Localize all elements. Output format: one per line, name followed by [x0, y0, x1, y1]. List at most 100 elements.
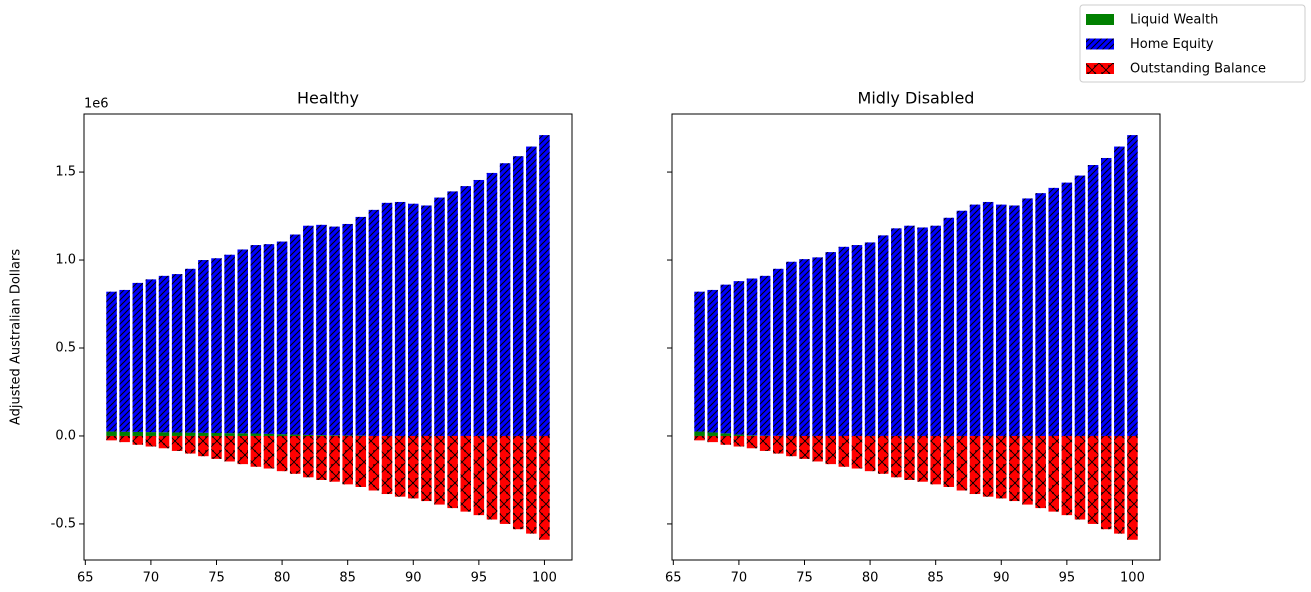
bar-hatch [1009, 435, 1020, 502]
bar-hatch [943, 435, 955, 487]
bar-hatch [799, 435, 810, 459]
bar-hatch [773, 268, 784, 436]
bar-hatch [145, 279, 157, 433]
x-tick-label: 100 [1120, 571, 1145, 586]
bar [720, 433, 732, 436]
bar-hatch [408, 435, 419, 499]
y-axis-label: Adjusted Australian Dollars [9, 249, 24, 425]
bar-hatch [1114, 146, 1125, 436]
bar-hatch [1009, 205, 1020, 436]
bar-hatch [355, 435, 367, 487]
bars [694, 135, 1138, 540]
bar-hatch [825, 435, 836, 465]
bar-hatch [1048, 187, 1059, 436]
bar-hatch [539, 435, 550, 540]
bar-hatch [237, 435, 248, 465]
bar-hatch [759, 435, 771, 451]
bar-hatch [733, 281, 745, 435]
bar-hatch [539, 135, 550, 436]
bar-hatch [381, 435, 393, 495]
bar-hatch [421, 435, 432, 502]
legend-swatch [1086, 14, 1114, 25]
bar-hatch [917, 227, 928, 436]
bar-hatch [394, 435, 406, 497]
bar-hatch [289, 234, 301, 435]
bar-hatch [996, 435, 1007, 499]
legend-label: Home Equity [1130, 37, 1214, 52]
bar [733, 434, 745, 436]
bar-hatch [276, 241, 288, 435]
bar-hatch [812, 435, 823, 462]
bar-hatch [224, 254, 235, 434]
bar-hatch [329, 226, 340, 436]
bar-hatch [119, 435, 130, 443]
bar-hatch [969, 204, 981, 436]
x-tick-label: 75 [208, 571, 225, 586]
x-tick-label: 95 [1059, 571, 1076, 586]
bar-hatch [891, 435, 902, 478]
bar-hatch [759, 275, 771, 436]
x-tick-label: 80 [274, 571, 291, 586]
bars [106, 135, 550, 540]
bar-hatch [473, 435, 485, 516]
bar-hatch [1074, 435, 1086, 520]
bar-hatch [185, 435, 196, 454]
bar [158, 432, 170, 436]
bar-hatch [460, 435, 471, 512]
legend-frame [1079, 4, 1306, 83]
bar-hatch [119, 289, 130, 432]
bar [289, 434, 301, 436]
bar-hatch [746, 278, 758, 436]
x-tick-label: 95 [471, 571, 488, 586]
bar-hatch [1100, 435, 1112, 530]
bar [119, 431, 130, 436]
bar-hatch [904, 225, 915, 436]
bar-hatch [250, 435, 262, 467]
bar-hatch [303, 225, 314, 435]
bar-hatch [434, 435, 445, 505]
bar-hatch [434, 197, 445, 436]
bar-hatch [930, 435, 941, 485]
bar-hatch [1022, 435, 1033, 505]
bar-hatch [263, 244, 275, 434]
bar-hatch [276, 435, 288, 472]
bar-hatch [812, 257, 823, 436]
bar-hatch [891, 228, 902, 436]
bar-hatch [996, 204, 1007, 436]
bar [707, 432, 718, 436]
bar-hatch [368, 435, 380, 491]
bar-hatch [408, 203, 419, 436]
x-tick-label: 65 [665, 571, 682, 586]
bar-hatch [733, 435, 745, 447]
bar-hatch [158, 275, 170, 433]
bar-hatch [1048, 435, 1059, 512]
bar-hatch [486, 435, 498, 520]
bar-hatch [720, 284, 732, 434]
bar-hatch [1035, 435, 1046, 509]
bar-hatch [171, 274, 183, 433]
bar-hatch [263, 435, 275, 469]
bar-hatch [316, 224, 327, 436]
bar-hatch [355, 216, 367, 436]
x-tick-label: 85 [339, 571, 356, 586]
axes-title: Healthy [297, 89, 359, 108]
bar-hatch [1061, 435, 1073, 516]
bar-hatch [969, 435, 981, 495]
bar [316, 435, 327, 436]
bar [329, 435, 340, 436]
bar-hatch [526, 146, 537, 436]
bar-hatch [956, 210, 968, 436]
bar-hatch [499, 435, 511, 524]
bar-hatch [447, 191, 458, 436]
x-tick-label: 100 [532, 571, 557, 586]
bar-hatch [211, 258, 222, 433]
x-tick-label: 70 [731, 571, 748, 586]
bar [106, 431, 117, 436]
bar-hatch [930, 225, 941, 436]
bar-hatch [394, 201, 406, 436]
x-tick-label: 85 [927, 571, 944, 586]
bar-hatch [145, 435, 157, 447]
bar-hatch [746, 435, 758, 449]
bar [237, 433, 248, 436]
bar-hatch [838, 435, 850, 467]
